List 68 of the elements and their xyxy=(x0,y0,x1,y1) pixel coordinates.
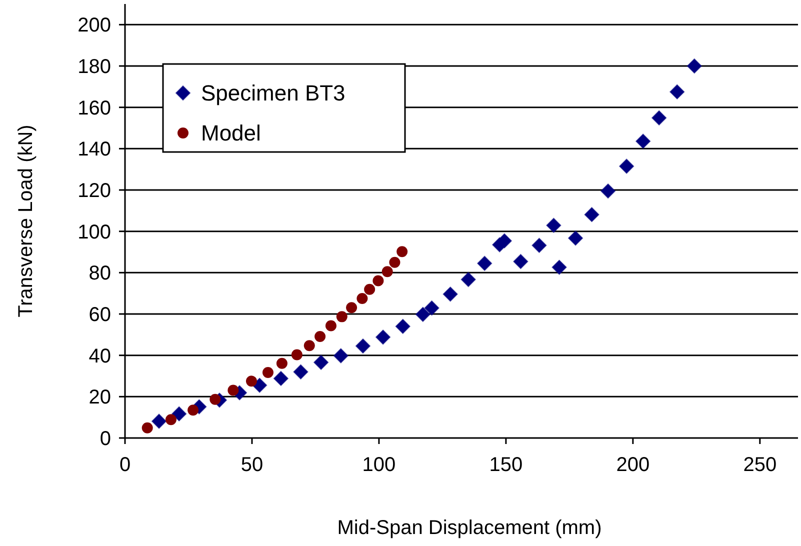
point xyxy=(395,318,410,334)
x-tick-label: 200 xyxy=(616,454,650,476)
point xyxy=(246,376,257,387)
y-tick-label: 80 xyxy=(88,262,111,285)
point xyxy=(165,414,176,426)
point xyxy=(291,349,302,360)
point xyxy=(210,394,221,405)
point xyxy=(346,302,358,314)
point xyxy=(477,256,492,271)
point xyxy=(584,207,600,222)
legend-label: Specimen BT3 xyxy=(201,80,346,106)
y-tick-label: 140 xyxy=(78,138,111,161)
point xyxy=(228,384,239,396)
y-tick-label: 20 xyxy=(88,386,111,409)
point xyxy=(188,404,199,416)
point xyxy=(442,286,458,302)
point xyxy=(325,320,336,332)
x-tick-label: 50 xyxy=(240,454,264,476)
point xyxy=(415,306,430,322)
point xyxy=(364,284,376,295)
y-tick-label: 40 xyxy=(88,345,111,368)
point xyxy=(552,260,567,275)
point xyxy=(600,184,616,199)
point xyxy=(314,331,326,342)
point xyxy=(304,340,315,352)
point xyxy=(252,378,268,393)
point xyxy=(396,246,408,258)
x-tick-label: 250 xyxy=(743,454,777,476)
point xyxy=(670,84,685,100)
y-axis-title: Transverse Load (kN) xyxy=(15,124,37,318)
y-tick-label: 120 xyxy=(78,180,111,202)
point xyxy=(546,218,562,233)
point xyxy=(636,134,651,149)
y-tick-label: 160 xyxy=(78,97,111,120)
point xyxy=(142,422,153,434)
point xyxy=(686,58,702,74)
x-tick-label: 0 xyxy=(119,454,131,476)
y-tick-label: 200 xyxy=(78,14,111,37)
point xyxy=(356,293,368,304)
point xyxy=(389,256,400,268)
point xyxy=(152,414,167,429)
point xyxy=(376,330,391,345)
point xyxy=(273,370,288,386)
y-tick-label: 180 xyxy=(78,56,111,78)
point xyxy=(532,238,547,253)
x-tick-label: 100 xyxy=(362,454,396,476)
y-tick-label: 0 xyxy=(100,428,111,450)
x-tick-label: 150 xyxy=(489,454,523,476)
legend-label: Model xyxy=(201,120,261,146)
point xyxy=(372,275,384,286)
point xyxy=(619,158,634,174)
y-tick-label: 60 xyxy=(88,304,111,326)
point xyxy=(276,358,288,369)
point xyxy=(262,366,274,378)
point xyxy=(172,406,187,422)
point xyxy=(333,348,348,364)
point xyxy=(460,272,476,287)
point xyxy=(314,354,329,370)
point xyxy=(382,266,393,278)
y-tick-label: 100 xyxy=(78,221,111,244)
point xyxy=(293,364,308,380)
point xyxy=(424,300,440,316)
point xyxy=(355,338,370,354)
point xyxy=(336,311,348,322)
point xyxy=(652,110,667,126)
point xyxy=(513,254,528,270)
x-axis-title: Mid-Span Displacement (mm) xyxy=(337,517,602,539)
point xyxy=(568,230,584,246)
